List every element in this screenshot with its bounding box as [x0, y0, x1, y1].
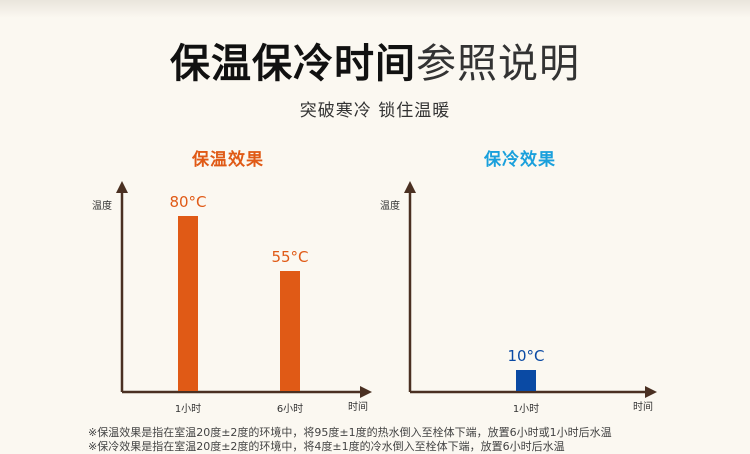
page-title: 保温保冷时间参照说明: [0, 40, 750, 88]
cold-x-axis-label: 时间: [633, 400, 653, 413]
page-title-bold: 保温保冷时间: [170, 41, 416, 87]
top-divider-shadow: [0, 0, 750, 18]
warm-x-tick-label: 1小时: [175, 403, 201, 415]
cold-bar: [516, 370, 536, 391]
cold-chart-title: 保冷效果: [484, 150, 556, 170]
warm-x-axis-arrow: [360, 386, 372, 398]
warm-data-label: 80°C: [169, 193, 206, 211]
warm-x-axis-label: 时间: [348, 400, 368, 413]
warm-data-label: 55°C: [271, 248, 308, 266]
warm-y-axis-label: 温度: [92, 199, 112, 212]
warm-x-tick-label: 6小时: [277, 403, 303, 415]
page-subtitle: 突破寒冷 锁住温暖: [299, 101, 451, 121]
cold-x-axis-arrow: [645, 386, 657, 398]
page-title-light: 参照说明: [416, 41, 580, 87]
warm-bar: [280, 271, 300, 391]
footnote-warm: ※保温效果是指在室温20度±2度的环境中，将95度±1度的热水倒入至栓体下端，放…: [88, 426, 612, 439]
cold-y-axis-arrow: [404, 181, 416, 193]
cold-y-axis-label: 温度: [380, 199, 400, 212]
cold-x-tick-label: 1小时: [513, 403, 539, 415]
warm-chart-title: 保温效果: [192, 150, 264, 170]
warm-bar: [178, 216, 198, 391]
warm-y-axis-arrow: [116, 181, 128, 193]
footnote-cold: ※保冷效果是指在室温20度±2度的环境中，将4度±1度的冷水倒入至栓体下端，放置…: [88, 440, 565, 453]
cold-data-label: 10°C: [507, 347, 544, 365]
